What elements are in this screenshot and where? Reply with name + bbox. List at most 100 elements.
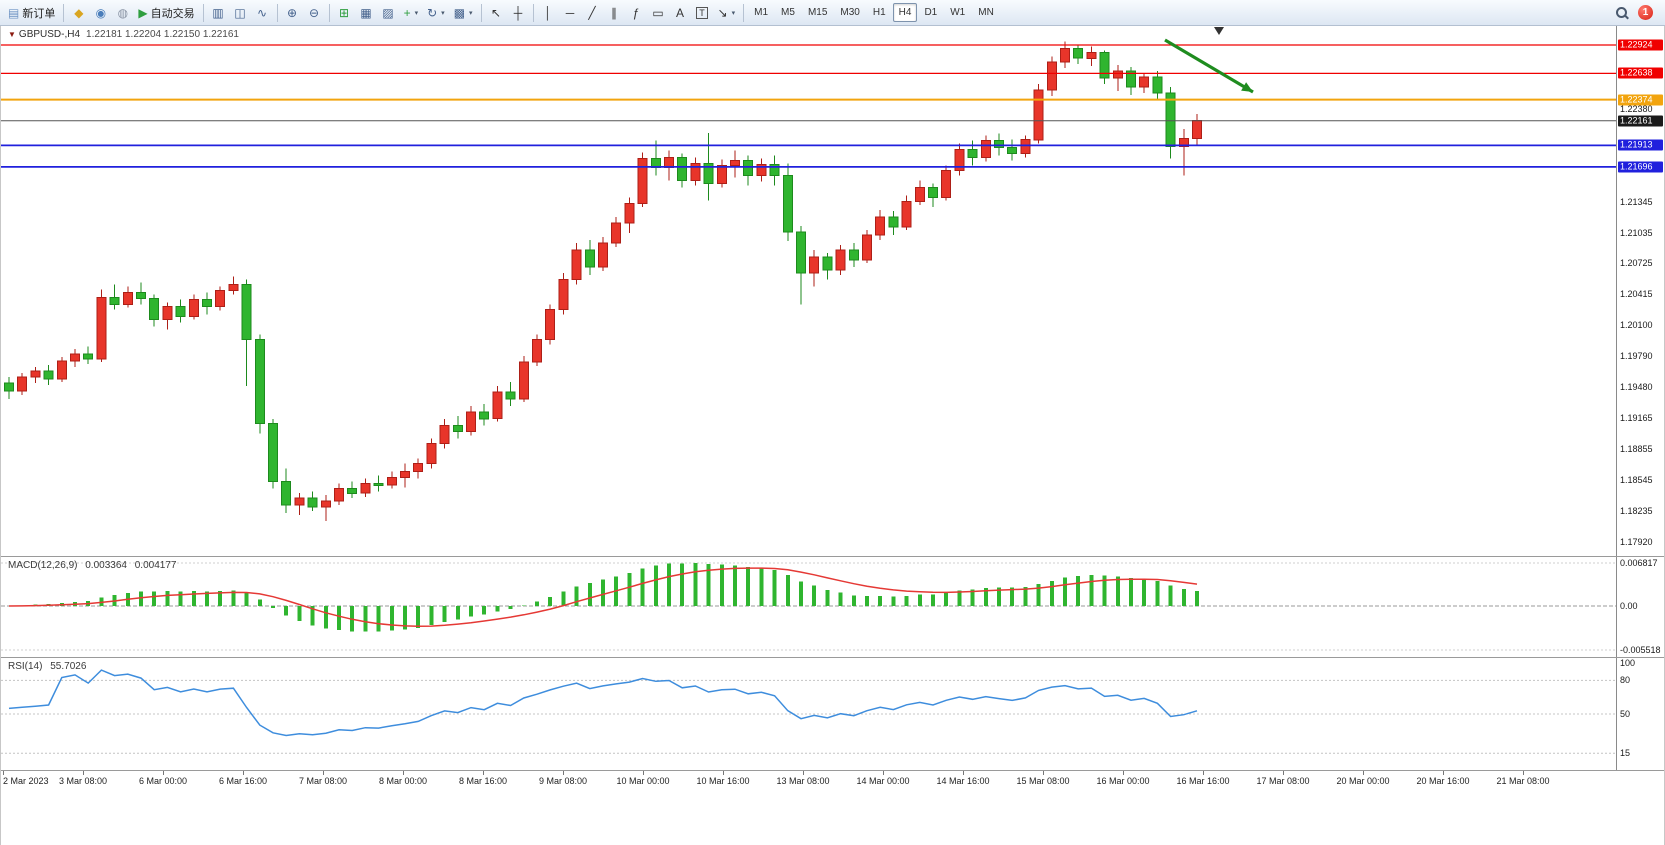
- macd-axis[interactable]: 0.006817 0.00 -0.005518: [1616, 557, 1664, 657]
- candle: [70, 353, 80, 362]
- timeframe-h1[interactable]: H1: [867, 3, 892, 22]
- zoom-in-icon: ⊕: [287, 5, 298, 20]
- line-chart-button[interactable]: ∿: [252, 2, 273, 23]
- time-axis-label: 10 Mar 16:00: [696, 776, 750, 786]
- candle: [558, 279, 569, 310]
- rsi-axis[interactable]: 100 80 50 15: [1616, 658, 1664, 770]
- search-button[interactable]: [1611, 2, 1633, 23]
- time-tick: [963, 771, 964, 775]
- panel-separator[interactable]: [1, 770, 1664, 771]
- timeframe-m1[interactable]: M1: [748, 3, 774, 22]
- trendline-icon: ╱: [588, 5, 596, 20]
- candle: [268, 423, 278, 482]
- community-icon: ◉: [95, 5, 107, 20]
- candle: [901, 200, 912, 228]
- crosshair-button[interactable]: ┼: [508, 2, 529, 23]
- candle: [1033, 89, 1044, 141]
- fibonacci-button[interactable]: ƒ: [626, 2, 647, 23]
- candle: [809, 256, 820, 274]
- candle: [1112, 70, 1123, 79]
- cascade-windows-button[interactable]: ▨: [378, 2, 399, 23]
- bar-chart-icon: ▥: [212, 5, 224, 20]
- line-chart-icon: ∿: [257, 5, 268, 20]
- price-axis[interactable]: 1.22380 1.21345 1.21035 1.20725 1.20415 1.201…: [1616, 26, 1664, 556]
- candle: [848, 249, 859, 261]
- candle: [1073, 47, 1084, 59]
- macd-indicator-name: MACD(12,26,9): [8, 560, 78, 571]
- candle: [1020, 139, 1031, 155]
- timeframe-w1[interactable]: W1: [944, 3, 971, 22]
- time-tick: [323, 771, 324, 775]
- zoom-in-button[interactable]: ⊕: [282, 2, 303, 23]
- arrange-windows-button[interactable]: ▦: [356, 2, 377, 23]
- horizontal-line-button[interactable]: ─: [560, 2, 581, 23]
- price-chart-svg[interactable]: [1, 26, 1616, 556]
- candlestick-chart-button[interactable]: ◫: [230, 2, 251, 23]
- time-tick: [1203, 771, 1204, 775]
- panel-separator[interactable]: [1, 556, 1664, 557]
- tile-windows-button[interactable]: ⊞: [334, 2, 355, 23]
- toolbar-separator: [276, 3, 278, 22]
- rsi-plot[interactable]: RSI(14) 55.7026: [1, 658, 1616, 770]
- cursor-button[interactable]: ↖: [486, 2, 507, 23]
- price-axis-label: 1.18235: [1620, 505, 1653, 516]
- price-axis-label: 1.20415: [1620, 289, 1653, 300]
- shapes-button[interactable]: ▭: [648, 2, 669, 23]
- gold-coin-button[interactable]: ◆: [68, 2, 89, 23]
- sound-alert-button[interactable]: ◍: [112, 2, 133, 23]
- arrows-button[interactable]: ↘ ▾: [714, 2, 740, 23]
- refresh-icon: ↻: [427, 5, 438, 20]
- trend-arrow[interactable]: [1164, 38, 1254, 94]
- text-label-button[interactable]: T: [692, 2, 713, 23]
- autotrade-button[interactable]: ▶ 自动交易: [134, 2, 198, 23]
- chart-template-button[interactable]: ▩ ▾: [450, 2, 477, 23]
- bar-chart-button[interactable]: ▥: [208, 2, 229, 23]
- arrows-icon: ↘: [717, 5, 728, 20]
- timeframe-m15[interactable]: M15: [802, 3, 833, 22]
- time-axis-label: 21 Mar 08:00: [1496, 776, 1550, 786]
- dropdown-caret-icon: ▾: [731, 9, 736, 17]
- candle: [677, 157, 688, 181]
- time-tick: [3, 771, 4, 775]
- chart-shift-marker[interactable]: [1214, 27, 1224, 35]
- macd-chart-svg[interactable]: [1, 557, 1616, 657]
- chart-ohlc-values: 1.22181 1.22204 1.22150 1.22161: [86, 29, 239, 40]
- macd-plot[interactable]: MACD(12,26,9) 0.003364 0.004177: [1, 557, 1616, 657]
- notification-badge[interactable]: 1: [1638, 5, 1653, 20]
- new-order-button[interactable]: ▤ 新订单: [4, 2, 59, 23]
- candle: [716, 165, 727, 184]
- candle: [400, 470, 410, 478]
- channel-button[interactable]: ∥: [604, 2, 625, 23]
- time-tick: [883, 771, 884, 775]
- candle: [637, 158, 648, 204]
- price-axis-label: 1.19165: [1620, 413, 1653, 424]
- price-line-label: 1.22374: [1618, 94, 1663, 106]
- timeframe-h4[interactable]: H4: [892, 3, 918, 22]
- timeframe-d1[interactable]: D1: [918, 3, 943, 22]
- chart-title: ▼ GBPUSD-,H4 1.22181 1.22204 1.22150 1.221…: [8, 29, 239, 40]
- time-axis-label: 9 Mar 08:00: [538, 776, 588, 786]
- panel-separator[interactable]: [1, 657, 1664, 658]
- timeframe-m30[interactable]: M30: [834, 3, 865, 22]
- candlestick-chart-icon: ◫: [234, 5, 246, 20]
- text-button[interactable]: A: [670, 2, 691, 23]
- price-plot[interactable]: ▼ GBPUSD-,H4 1.22181 1.22204 1.22150 1.221…: [1, 26, 1616, 556]
- candle: [466, 411, 476, 433]
- time-tick: [563, 771, 564, 775]
- tile-windows-icon: ⊞: [339, 5, 350, 20]
- refresh-button[interactable]: ↻ ▾: [423, 2, 449, 23]
- time-axis[interactable]: 2 Mar 2023 3 Mar 08:00 6 Mar 00:00 6 Mar 16…: [1, 771, 1664, 788]
- timeframe-m5[interactable]: M5: [775, 3, 801, 22]
- new-chart-button[interactable]: + ▾: [400, 2, 423, 23]
- candle: [162, 306, 173, 320]
- trendline-button[interactable]: ╱: [582, 2, 603, 23]
- vertical-line-button[interactable]: │: [538, 2, 559, 23]
- macd-axis-label: -0.005518: [1620, 645, 1661, 655]
- candle: [690, 163, 701, 181]
- community-button[interactable]: ◉: [90, 2, 111, 23]
- zoom-out-button[interactable]: ⊖: [304, 2, 325, 23]
- rsi-chart-svg[interactable]: [1, 658, 1616, 770]
- timeframe-mn[interactable]: MN: [972, 3, 1000, 22]
- candle: [307, 497, 318, 508]
